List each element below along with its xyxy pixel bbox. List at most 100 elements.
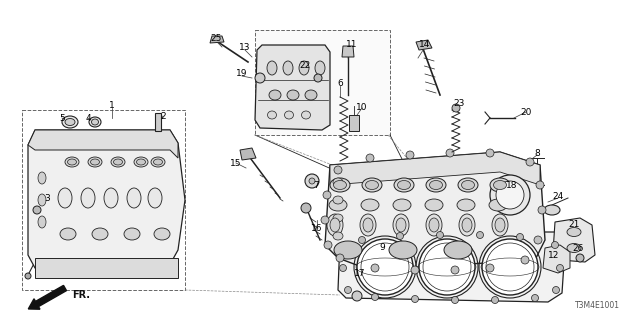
Ellipse shape: [329, 199, 347, 211]
Polygon shape: [342, 46, 354, 57]
Polygon shape: [255, 30, 390, 135]
Text: 26: 26: [572, 244, 584, 252]
Polygon shape: [28, 130, 178, 158]
Ellipse shape: [461, 180, 474, 189]
Circle shape: [255, 73, 265, 83]
Circle shape: [371, 293, 378, 300]
Ellipse shape: [104, 188, 118, 208]
Text: 17: 17: [355, 269, 365, 278]
Text: 21: 21: [568, 220, 580, 228]
Text: 2: 2: [160, 111, 166, 121]
Circle shape: [486, 149, 494, 157]
Ellipse shape: [458, 178, 478, 192]
Ellipse shape: [394, 178, 414, 192]
Circle shape: [309, 178, 315, 184]
Circle shape: [516, 234, 524, 241]
Text: 5: 5: [59, 114, 65, 123]
Ellipse shape: [426, 178, 446, 192]
Text: 1: 1: [109, 100, 115, 109]
Circle shape: [451, 266, 459, 274]
Text: 6: 6: [337, 78, 343, 87]
Text: 11: 11: [346, 39, 358, 49]
Ellipse shape: [136, 159, 145, 165]
Ellipse shape: [113, 159, 122, 165]
Ellipse shape: [81, 188, 95, 208]
Circle shape: [358, 236, 365, 244]
Text: 4: 4: [85, 114, 91, 123]
Ellipse shape: [62, 116, 78, 128]
Ellipse shape: [134, 157, 148, 167]
Text: 24: 24: [552, 191, 564, 201]
Ellipse shape: [148, 188, 162, 208]
Polygon shape: [338, 232, 565, 302]
Polygon shape: [28, 130, 185, 276]
Circle shape: [366, 154, 374, 162]
Circle shape: [412, 295, 419, 302]
Ellipse shape: [269, 90, 281, 100]
Circle shape: [334, 166, 342, 174]
Circle shape: [452, 104, 460, 112]
Circle shape: [301, 203, 311, 213]
Ellipse shape: [327, 214, 343, 236]
Polygon shape: [255, 45, 330, 130]
Circle shape: [552, 242, 559, 249]
Text: 18: 18: [506, 180, 518, 189]
Ellipse shape: [65, 118, 75, 125]
Circle shape: [526, 158, 534, 166]
Ellipse shape: [333, 214, 343, 222]
Ellipse shape: [67, 159, 77, 165]
Circle shape: [371, 264, 379, 272]
Circle shape: [324, 241, 332, 249]
Circle shape: [534, 236, 542, 244]
Ellipse shape: [285, 111, 294, 119]
Polygon shape: [330, 152, 540, 185]
Text: 3: 3: [44, 194, 50, 203]
Text: FR.: FR.: [72, 290, 90, 300]
Text: 15: 15: [230, 158, 242, 167]
Circle shape: [25, 273, 31, 279]
Ellipse shape: [287, 90, 299, 100]
Polygon shape: [325, 152, 545, 270]
Ellipse shape: [429, 180, 442, 189]
Text: 20: 20: [520, 108, 532, 116]
Ellipse shape: [489, 199, 507, 211]
Ellipse shape: [396, 218, 406, 232]
Circle shape: [323, 191, 331, 199]
Text: 12: 12: [548, 251, 560, 260]
Circle shape: [536, 181, 544, 189]
Circle shape: [486, 264, 494, 272]
Text: 8: 8: [534, 148, 540, 157]
Ellipse shape: [90, 159, 99, 165]
Ellipse shape: [154, 159, 163, 165]
Text: 22: 22: [300, 60, 310, 69]
Text: 9: 9: [379, 243, 385, 252]
Ellipse shape: [111, 157, 125, 167]
Ellipse shape: [567, 244, 581, 252]
Ellipse shape: [490, 178, 510, 192]
Circle shape: [451, 297, 458, 303]
Ellipse shape: [393, 214, 409, 236]
Text: 7: 7: [313, 180, 319, 189]
Circle shape: [419, 239, 475, 295]
Ellipse shape: [38, 216, 46, 228]
Ellipse shape: [299, 61, 309, 75]
Circle shape: [482, 239, 538, 295]
Ellipse shape: [315, 61, 325, 75]
Circle shape: [477, 231, 483, 238]
FancyArrow shape: [28, 285, 67, 309]
Ellipse shape: [124, 228, 140, 240]
Polygon shape: [35, 258, 178, 278]
Polygon shape: [210, 36, 224, 43]
Circle shape: [314, 74, 322, 82]
Circle shape: [436, 231, 444, 238]
Circle shape: [538, 206, 546, 214]
Text: 19: 19: [236, 68, 248, 77]
Ellipse shape: [330, 218, 340, 232]
Polygon shape: [553, 218, 595, 262]
Ellipse shape: [459, 214, 475, 236]
Text: 13: 13: [239, 43, 251, 52]
Ellipse shape: [89, 117, 101, 127]
Ellipse shape: [151, 157, 165, 167]
Circle shape: [406, 151, 414, 159]
Circle shape: [521, 256, 529, 264]
